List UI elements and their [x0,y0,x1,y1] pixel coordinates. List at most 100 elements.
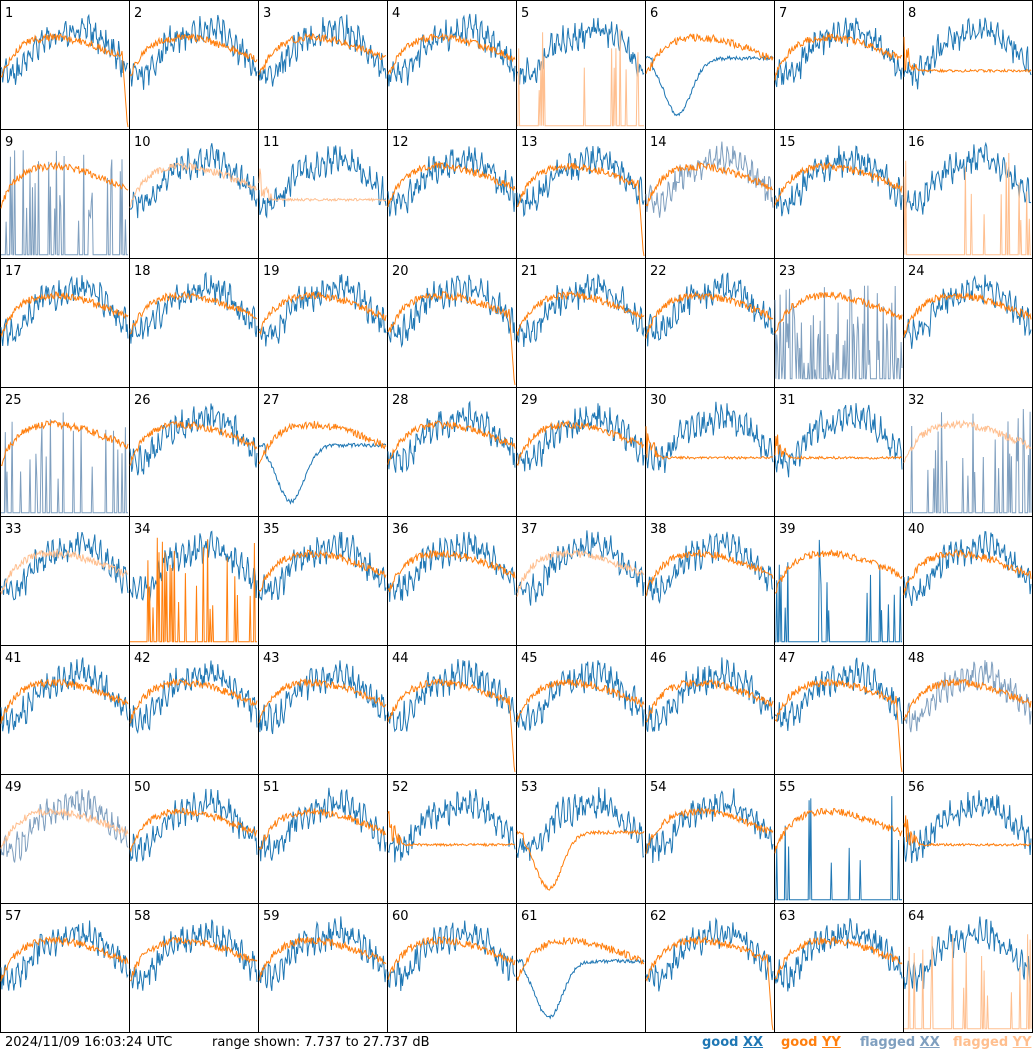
tile-47: 47 [774,645,904,775]
tile-33-yy-line [0,548,129,595]
tile-25-xx-line [1,412,128,514]
tile-label: 57 [5,909,22,924]
tile-frame [129,129,259,259]
tile-label: 43 [263,651,280,666]
tile-frame [387,0,517,130]
tile-39-xx-line [775,539,902,643]
tile-frame [0,258,130,388]
tile-26-xx-line [129,403,258,476]
tile-41-xx-line [0,657,129,734]
tile-4-yy-line [387,32,516,75]
tile-frame [774,774,904,904]
tile-62-xx-line [645,917,774,992]
tile-15-yy-line [774,161,903,206]
tile-14-xx-line [645,141,774,218]
tile-label: 23 [779,264,796,279]
tile-48: 48 [903,645,1033,775]
tile-label: 48 [908,651,925,666]
tile-frame [516,903,646,1033]
tile-60-xx-line [387,920,516,992]
tile-6-xx-line [645,55,774,117]
tile-frame [0,903,130,1033]
tile-frame [387,129,517,259]
tile-12-xx-line [387,146,516,217]
tile-label: 58 [134,909,151,924]
tile-label: 17 [5,264,22,279]
tile-5: 5 [516,0,646,130]
tile-63-xx-line [774,918,903,992]
tile-7: 7 [774,0,904,130]
tile-59: 59 [258,903,388,1033]
tile-41-yy-line [0,678,129,724]
tile-64: 64 [903,903,1033,1033]
tile-16: 16 [903,129,1033,259]
tile-24-xx-line [903,274,1032,349]
tile-label: 49 [5,780,22,795]
tile-frame [0,516,130,646]
tile-29-xx-line [516,403,645,472]
tile-52-xx-line [387,789,516,863]
tile-7-xx-line [774,17,903,88]
tile-23-xx-line [774,285,903,380]
tile-27: 27 [258,387,388,517]
legend-flagged-yy: flagged YY [953,1035,1032,1050]
tile-label: 50 [134,780,151,795]
tile-49-yy-line [0,807,129,849]
tile-31: 31 [774,387,904,517]
tile-29: 29 [516,387,646,517]
tile-label: 1 [5,6,13,21]
tile-label: 2 [134,6,142,21]
tile-53-yy-line [516,829,645,891]
tile-19-xx-line [258,274,387,347]
tile-43-yy-line [258,678,387,723]
footer: 2024/11/09 16:03:24 UTC range shown: 7.7… [0,1033,1033,1053]
tile-34: 34 [129,516,259,646]
tile-29-yy-line [516,419,645,467]
tile-28-xx-line [387,400,516,473]
tile-9-xx-line [1,150,128,256]
legend-flagged-xx: flagged XX [860,1035,940,1050]
tile-51: 51 [258,774,388,904]
tile-frame [258,774,388,904]
tile-19-yy-line [258,291,387,336]
tile-11: 11 [258,129,388,259]
tile-40: 40 [903,516,1033,646]
tile-49: 49 [0,774,130,904]
tile-20-xx-line [387,274,516,349]
tile-7-yy-line [774,32,903,81]
tile-55-xx-line [775,796,902,901]
tile-54-yy-line [645,807,774,855]
legend-good-yy: good YY [781,1035,841,1050]
tile-4-xx-line [387,13,516,87]
tile-8: 8 [903,0,1033,130]
tile-label: 36 [392,522,409,537]
tile-59-xx-line [258,916,387,991]
tile-36: 36 [387,516,517,646]
tile-30: 30 [645,387,775,517]
tile-label: 15 [779,135,796,150]
tile-frame [774,0,904,130]
tile-37: 37 [516,516,646,646]
tile-34-xx-line [129,530,258,602]
tile-24: 24 [903,258,1033,388]
tile-label: 38 [650,522,667,537]
tile-58: 58 [129,903,259,1033]
tile-19: 19 [258,258,388,388]
tile-16-xx-line [903,141,1032,215]
tile-38: 38 [645,516,775,646]
tile-46-yy-line [645,678,774,723]
tile-64-yy-line [904,934,1032,1030]
tile-label: 21 [521,264,538,279]
tile-20-yy-line [387,291,516,386]
tile-frame [516,0,646,130]
tile-33-xx-line [0,531,129,601]
tile-18: 18 [129,258,259,388]
tile-label: 39 [779,522,796,537]
tile-label: 3 [263,6,271,21]
tile-4: 4 [387,0,517,130]
tile-51-yy-line [258,806,387,851]
tile-label: 51 [263,780,280,795]
tile-label: 28 [392,393,409,408]
tile-56-yy-line [903,815,1032,847]
tile-frame [516,129,646,259]
